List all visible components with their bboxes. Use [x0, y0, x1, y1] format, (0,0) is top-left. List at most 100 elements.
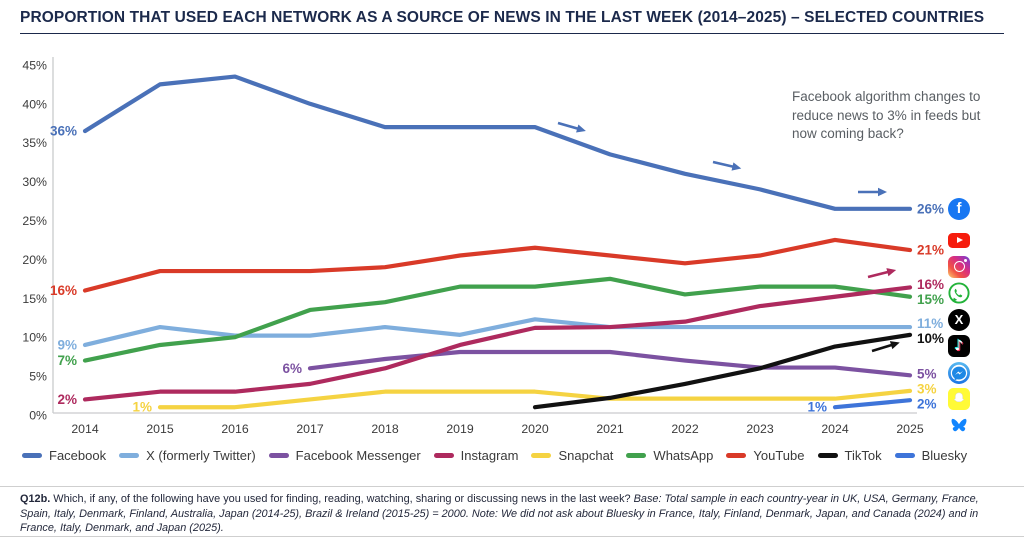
end-label-whatsapp: 15% [917, 292, 944, 307]
line-instagram [82, 285, 913, 402]
legend-item-instagram: Instagram [433, 448, 519, 463]
end-label-x_twitter: 11% [917, 316, 943, 331]
start-label-bluesky: 1% [807, 400, 827, 415]
line-bluesky [832, 398, 913, 410]
start-label-youtube: 16% [50, 283, 77, 298]
line-messenger [307, 349, 913, 378]
x-axis-labels: 2014 2015 2016 2017 2018 2019 2020 2021 2022 2023… [71, 422, 924, 436]
x-tick-label: 2022 [671, 422, 699, 436]
start-label-snapchat: 1% [132, 400, 152, 415]
legend-swatch [726, 453, 747, 458]
legend-label: Facebook [49, 448, 107, 463]
y-tick-label: 25% [22, 214, 47, 228]
footnote-question-label: Q12b. [20, 493, 51, 505]
legend-item-bluesky: Bluesky [894, 448, 968, 463]
chart-annotation: Facebook algorithm changes to reduce new… [792, 89, 981, 142]
y-tick-label: 5% [29, 370, 47, 384]
end-label-tiktok: 10% [917, 331, 944, 346]
bottom-divider [0, 536, 1024, 537]
chart-legend: Facebook X (formerly Twitter) Facebook Mes… [22, 448, 967, 463]
legend-label: YouTube [753, 448, 805, 463]
line-facebook [82, 74, 913, 211]
trend-arrow [871, 341, 900, 353]
trend-arrow [557, 121, 586, 133]
line-whatsapp [82, 276, 913, 363]
legend-label: WhatsApp [653, 448, 714, 463]
x-icon: X [948, 308, 970, 331]
legend-swatch [119, 453, 140, 458]
legend-label: Bluesky [921, 448, 968, 463]
legend-swatch [531, 453, 552, 458]
y-tick-label: 15% [22, 292, 47, 306]
x-tick-label: 2018 [371, 422, 399, 436]
x-tick-label: 2020 [521, 422, 549, 436]
end-label-bluesky: 2% [917, 396, 937, 411]
start-point-labels: 36% 9% 6% 2% 1% 7% 16% 1% [50, 124, 827, 415]
x-tick-label: 2023 [746, 422, 774, 436]
y-axis-labels: 0% 5% 10% 15% 20% 25% 30% 35% 40% 45% [22, 58, 47, 422]
end-label-youtube: 21% [917, 243, 944, 258]
footnote-question-text: Which, if any, of the following have you… [50, 493, 634, 505]
legend-label: Facebook Messenger [295, 448, 421, 463]
line-x_twitter [82, 317, 913, 348]
x-tick-label: 2017 [296, 422, 324, 436]
legend-swatch [433, 453, 454, 458]
trend-arrow [858, 187, 887, 197]
x-tick-label: 2015 [146, 422, 174, 436]
legend-item-snapchat: Snapchat [531, 448, 613, 463]
legend-item-facebook: Facebook [22, 448, 106, 463]
bluesky-icon [948, 415, 970, 437]
instagram-icon [948, 255, 970, 278]
legend-swatch [268, 453, 289, 458]
series-lines [82, 74, 913, 410]
legend-label: Instagram [460, 448, 519, 463]
end-label-facebook: 26% [917, 201, 944, 216]
legend-item-tiktok: TikTok [817, 448, 882, 463]
legend-label: X (formerly Twitter) [146, 448, 256, 463]
line-tiktok [532, 332, 913, 410]
x-tick-label: 2019 [446, 422, 474, 436]
trend-arrow [867, 268, 897, 279]
start-label-whatsapp: 7% [57, 353, 77, 368]
axes [52, 57, 917, 414]
legend-swatch [626, 453, 647, 458]
line-snapchat [157, 388, 913, 410]
start-label-facebook: 36% [50, 124, 77, 139]
legend-label: TikTok [844, 448, 882, 463]
start-label-x_twitter: 9% [57, 337, 77, 352]
y-tick-label: 0% [29, 409, 47, 423]
tiktok-icon: ♪ [948, 335, 970, 358]
facebook-icon: f [948, 197, 970, 220]
footnote: Q12b. Which, if any, of the following ha… [20, 492, 1006, 536]
title-underline [20, 33, 1004, 34]
legend-label: Snapchat [558, 448, 614, 463]
x-tick-label: 2016 [221, 422, 249, 436]
y-tick-label: 30% [22, 175, 47, 189]
youtube-icon [948, 229, 970, 251]
footnote-base-note: Base: Total sample in each country-year … [20, 493, 979, 534]
y-tick-label: 35% [22, 136, 47, 150]
x-tick-label: 2021 [596, 422, 624, 436]
y-tick-label: 10% [22, 331, 47, 345]
start-label-instagram: 2% [57, 392, 77, 407]
legend-item-x_twitter: X (formerly Twitter) [119, 448, 256, 463]
end-label-messenger: 5% [917, 366, 937, 381]
snapchat-icon [948, 388, 970, 411]
page-title: PROPORTION THAT USED EACH NETWORK AS A S… [20, 9, 985, 26]
messenger-icon [948, 361, 970, 384]
y-tick-label: 45% [22, 58, 47, 72]
y-tick-label: 40% [22, 97, 47, 111]
legend-swatch [817, 453, 838, 458]
line-youtube [82, 237, 913, 293]
legend-item-whatsapp: WhatsApp [626, 448, 713, 463]
end-label-instagram: 16% [917, 277, 944, 292]
x-tick-label: 2024 [821, 422, 849, 436]
x-tick-label: 2014 [71, 422, 99, 436]
legend-swatch [894, 453, 915, 458]
legend-item-youtube: YouTube [726, 448, 805, 463]
end-label-snapchat: 3% [917, 381, 937, 396]
legend-item-messenger: Facebook Messenger [268, 448, 421, 463]
x-tick-label: 2025 [896, 422, 924, 436]
